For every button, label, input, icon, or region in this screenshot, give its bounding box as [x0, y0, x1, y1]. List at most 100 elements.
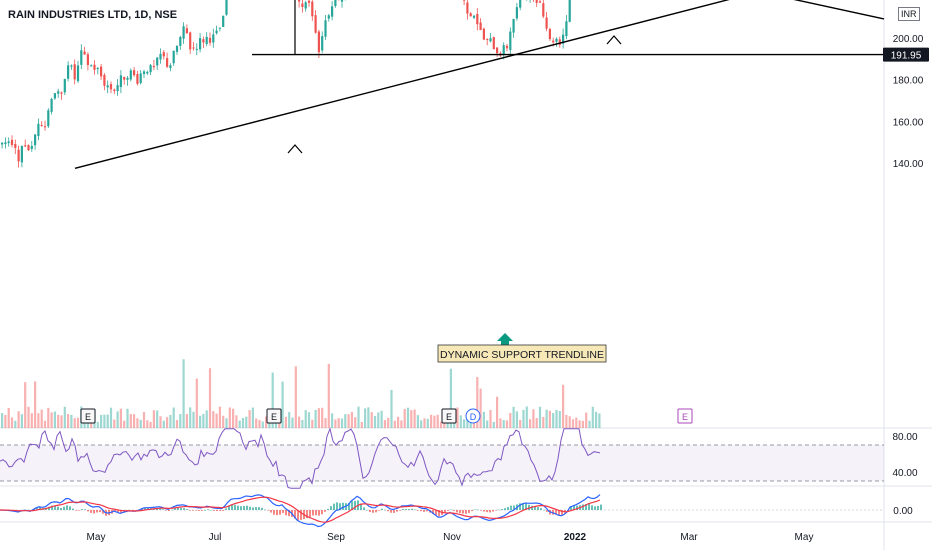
macd-histogram-bar — [225, 508, 227, 510]
candle — [496, 47, 499, 54]
macd-histogram-bar — [504, 508, 506, 510]
volume-bar — [27, 406, 30, 428]
candle — [317, 31, 320, 53]
volume-bar — [324, 418, 327, 428]
macd-histogram-bar — [480, 510, 482, 511]
macd-histogram-bar — [315, 510, 317, 516]
volume-bar — [50, 412, 53, 428]
volume-bar — [354, 417, 357, 428]
volume-bar — [238, 420, 241, 428]
volume-bar — [367, 407, 370, 428]
candle — [205, 36, 208, 45]
volume-bar — [301, 420, 304, 428]
macd-histogram-bar — [309, 510, 311, 518]
volume-bar — [100, 414, 103, 428]
macd-histogram-bar — [306, 510, 308, 519]
macd-histogram-bar — [327, 508, 329, 510]
macd-histogram-bar — [438, 510, 440, 517]
macd-histogram-bar — [402, 508, 404, 510]
volume-bar — [73, 418, 76, 428]
currency-badge[interactable]: INR — [898, 7, 920, 21]
volume-bar — [496, 396, 499, 428]
candle — [175, 45, 179, 52]
volume-bar — [123, 420, 126, 428]
earnings-label: E — [446, 412, 452, 422]
earnings-marker — [80, 408, 96, 424]
x-tick-label: May — [87, 532, 106, 543]
macd-histogram-bar — [201, 510, 203, 511]
volume-bar — [225, 418, 228, 428]
candle — [555, 38, 558, 42]
macd-histogram-bar — [204, 509, 206, 511]
candle — [301, 3, 304, 7]
volume-bar — [40, 409, 43, 428]
macd-histogram-bar — [57, 506, 59, 510]
candle — [562, 34, 565, 44]
macd-histogram-bar — [195, 510, 197, 511]
volume-bar — [337, 418, 340, 428]
volume-bar — [162, 420, 165, 428]
y-tick-label: 180.00 — [893, 76, 924, 87]
candle — [60, 92, 63, 94]
volume-bar — [350, 412, 353, 428]
candle — [321, 36, 324, 51]
volume-bar — [413, 409, 416, 428]
macd-histogram-bar — [342, 502, 344, 510]
candle — [123, 76, 126, 80]
volume-bar — [222, 415, 225, 428]
macd-histogram-bar — [537, 507, 539, 510]
volume-bar — [116, 411, 119, 428]
x-tick-label: May — [795, 532, 814, 543]
macd-histogram-bar — [171, 509, 173, 511]
candle — [515, 7, 518, 19]
volume-bar — [291, 417, 294, 428]
macd-histogram-bar — [216, 510, 218, 512]
candle — [479, 22, 482, 30]
volume-bar — [482, 411, 485, 428]
macd-histogram-bar — [597, 505, 599, 510]
earnings-marker — [441, 408, 457, 424]
candle — [463, 0, 466, 1]
macd-histogram-bar — [528, 504, 530, 510]
candle — [195, 48, 198, 50]
candle — [202, 39, 205, 43]
macd-histogram-bar — [78, 510, 80, 511]
y-tick-label: 160.00 — [893, 117, 924, 128]
macd-histogram-bar — [144, 507, 146, 510]
volume-bar — [34, 381, 37, 428]
volume-bar — [331, 413, 334, 428]
candle — [47, 110, 50, 127]
macd-histogram-bar — [576, 505, 578, 510]
volume-bar — [505, 420, 509, 428]
x-tick-label: 2022 — [564, 532, 587, 543]
macd-histogram-bar — [66, 505, 68, 510]
macd-histogram-bar — [375, 510, 377, 513]
volume-bar — [571, 419, 575, 428]
macd-histogram-bar — [261, 507, 263, 510]
volume-bar — [512, 406, 515, 428]
volume-bar — [595, 411, 598, 428]
volume-bar — [215, 413, 218, 428]
candle — [548, 29, 551, 40]
volume-bar — [463, 419, 466, 428]
volume-bar — [529, 419, 532, 428]
candle — [43, 126, 47, 128]
macd-histogram-bar — [330, 506, 332, 510]
volume-bar — [43, 420, 47, 428]
volume-bar — [232, 408, 235, 428]
candle — [182, 26, 185, 39]
candle — [311, 1, 314, 17]
candle — [472, 15, 476, 18]
candle — [314, 15, 317, 33]
volume-bar — [152, 410, 155, 428]
volume-bar — [311, 419, 314, 428]
candle — [30, 145, 33, 149]
dividend-marker — [465, 408, 481, 424]
macd-histogram-bar — [498, 509, 500, 511]
candle — [304, 2, 307, 9]
volume-bar — [581, 420, 584, 428]
macd-histogram-bar — [495, 510, 497, 511]
earnings-label: E — [271, 412, 277, 422]
volume-bar — [235, 415, 238, 428]
